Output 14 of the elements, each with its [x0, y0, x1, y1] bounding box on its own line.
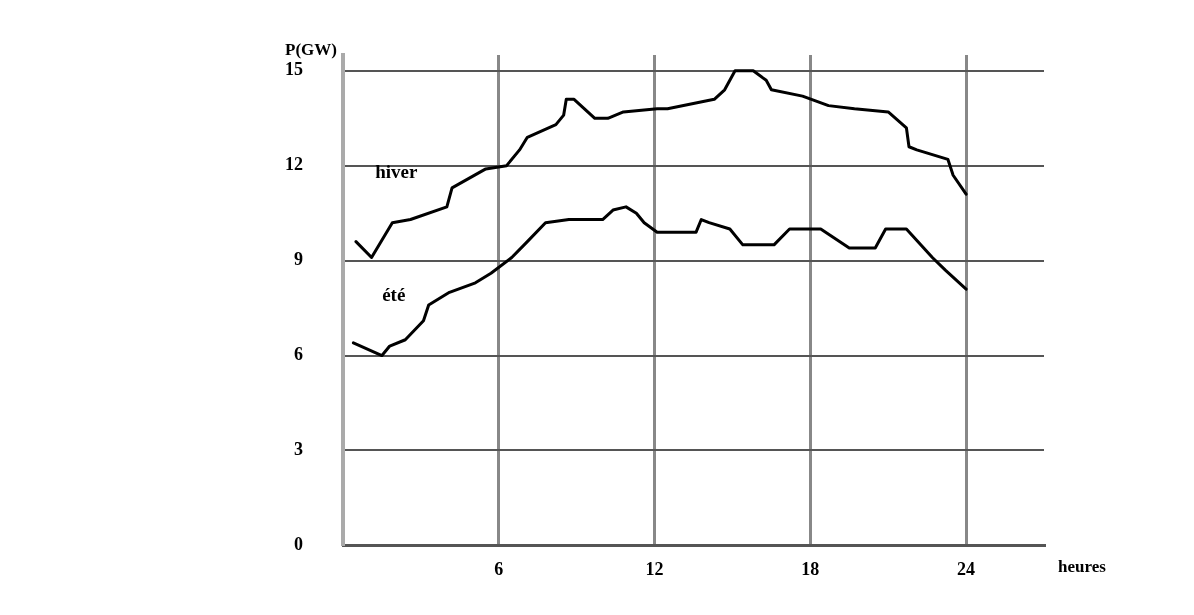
x-tick-label: 18 — [801, 558, 820, 579]
series-label: été — [382, 284, 406, 306]
x-axis-title: heures — [1058, 556, 1107, 576]
y-tick-label: 15 — [285, 59, 303, 80]
x-tick-label: 12 — [645, 558, 664, 579]
x-tick-label: 24 — [957, 558, 976, 579]
y-tick-label: 3 — [294, 439, 303, 460]
y-tick-label: 12 — [285, 154, 303, 175]
series-label: hiver — [375, 161, 418, 183]
y-tick-label: 6 — [294, 344, 303, 365]
y-axis-title: P(GW) — [285, 40, 337, 60]
y-tick-label: 9 — [294, 249, 303, 270]
x-tick-label: 6 — [494, 558, 504, 579]
y-tick-label: 0 — [294, 534, 303, 555]
